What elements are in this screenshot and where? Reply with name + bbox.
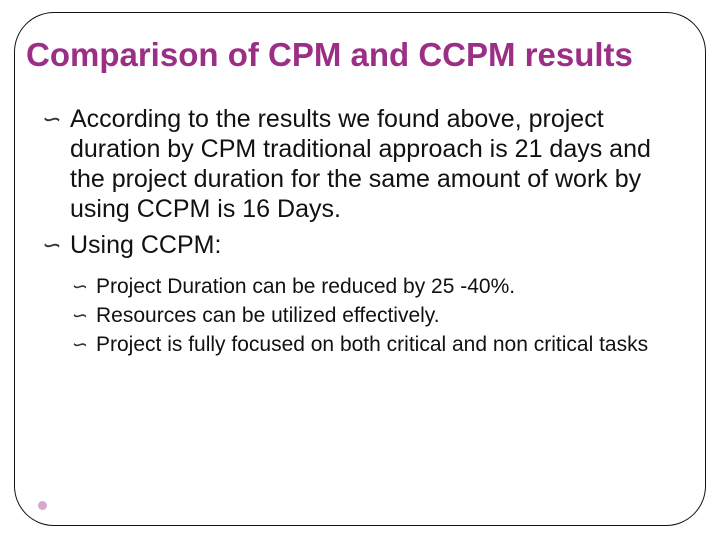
bullet-lvl2-group: ∽ Project Duration can be reduced by 25 …: [40, 274, 688, 358]
bullet-lvl1-text: According to the results we found above,…: [70, 105, 651, 223]
slide-frame-container: Comparison of CPM and CCPM results ∽ Acc…: [0, 0, 720, 540]
bullet-lvl2: ∽ Project is fully focused on both criti…: [70, 332, 688, 357]
swirl-bullet-icon: ∽: [40, 106, 60, 135]
swirl-bullet-icon: ∽: [70, 275, 87, 299]
bullet-lvl1: ∽ According to the results we found abov…: [40, 104, 688, 224]
bullet-lvl2: ∽ Project Duration can be reduced by 25 …: [70, 274, 688, 299]
bullet-lvl2-text: Resources can be utilized effectively.: [96, 304, 440, 327]
bullet-lvl2: ∽ Resources can be utilized effectively.: [70, 303, 688, 328]
swirl-bullet-icon: ∽: [70, 304, 87, 328]
bullet-lvl1-text: Using CCPM:: [70, 231, 221, 259]
swirl-bullet-icon: ∽: [40, 232, 60, 261]
swirl-bullet-icon: ∽: [70, 333, 87, 357]
slide-title: Comparison of CPM and CCPM results: [26, 36, 694, 74]
slide-content: Comparison of CPM and CCPM results ∽ Acc…: [26, 36, 694, 514]
bullet-lvl1: ∽ Using CCPM:: [40, 230, 688, 260]
footer-dot-icon: [38, 501, 47, 510]
slide-body: ∽ According to the results we found abov…: [26, 104, 694, 358]
bullet-lvl2-text: Project Duration can be reduced by 25 -4…: [96, 275, 515, 298]
bullet-lvl2-text: Project is fully focused on both critica…: [96, 333, 648, 356]
